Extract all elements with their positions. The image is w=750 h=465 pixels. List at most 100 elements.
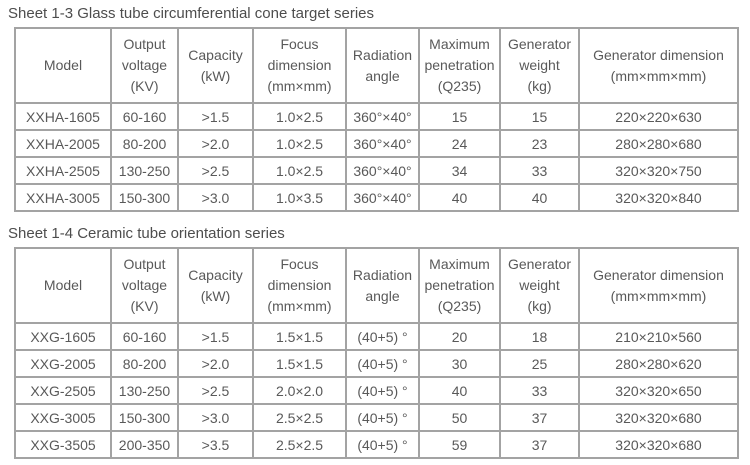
table-cell: 15 bbox=[499, 102, 580, 131]
table-cell: 40 bbox=[499, 183, 580, 212]
table-row: XXHA-1605 60-160 >1.5 1.0×2.5 360°×40° 15 15 22… bbox=[14, 102, 739, 131]
table-cell: >2.5 bbox=[177, 376, 254, 405]
table-cell: 2.5×2.5 bbox=[252, 403, 347, 432]
table-cell: 37 bbox=[499, 403, 580, 432]
table-cell: 1.0×3.5 bbox=[252, 183, 347, 212]
table-header-row: Model Output voltage (KV) Capacity (kW) … bbox=[14, 27, 739, 104]
table-row: XXG-2505 130-250 >2.5 2.0×2.0 (40+5) ° 40 33 32… bbox=[14, 376, 739, 405]
table-row: XXG-3005 150-300 >3.0 2.5×2.5 (40+5) ° 50 37 32… bbox=[14, 403, 739, 432]
table-cell: >3.5 bbox=[177, 430, 254, 459]
table-cell: >1.5 bbox=[177, 102, 254, 131]
table-cell: 80-200 bbox=[110, 129, 179, 158]
column-header-model: Model bbox=[14, 247, 112, 324]
column-header-generator-dimension: Generator dimension (mm×mm×mm) bbox=[578, 27, 739, 104]
table-cell: 210×210×560 bbox=[578, 322, 739, 351]
table-cell: >3.0 bbox=[177, 403, 254, 432]
table-cell: XXG-2005 bbox=[14, 349, 112, 378]
table-cell: 50 bbox=[418, 403, 501, 432]
page: { "colors": { "border": "#a3a3a3", "text… bbox=[0, 5, 750, 465]
table-row: XXHA-2505 130-250 >2.5 1.0×2.5 360°×40° 34 33 3… bbox=[14, 156, 739, 185]
glass-tube-spec-table: Model Output voltage (KV) Capacity (kW) … bbox=[14, 27, 739, 212]
table-cell: 360°×40° bbox=[345, 156, 420, 185]
table-cell: 1.0×2.5 bbox=[252, 102, 347, 131]
column-header-capacity: Capacity (kW) bbox=[177, 27, 254, 104]
table-cell: XXG-3505 bbox=[14, 430, 112, 459]
column-header-generator-weight: Generator weight (kg) bbox=[499, 247, 580, 324]
column-header-capacity: Capacity (kW) bbox=[177, 247, 254, 324]
column-header-output-voltage: Output voltage (KV) bbox=[110, 247, 179, 324]
table-cell: (40+5) ° bbox=[345, 322, 420, 351]
column-header-focus-dimension: Focus dimension (mm×mm) bbox=[252, 27, 347, 104]
table-cell: 1.5×1.5 bbox=[252, 349, 347, 378]
column-header-generator-weight: Generator weight (kg) bbox=[499, 27, 580, 104]
table-cell: 33 bbox=[499, 376, 580, 405]
table-cell: 320×320×650 bbox=[578, 376, 739, 405]
table-cell: XXG-3005 bbox=[14, 403, 112, 432]
table-cell: XXHA-3005 bbox=[14, 183, 112, 212]
table-cell: 59 bbox=[418, 430, 501, 459]
table-cell: 320×320×750 bbox=[578, 156, 739, 185]
table-row: XXHA-2005 80-200 >2.0 1.0×2.5 360°×40° 24 23 28… bbox=[14, 129, 739, 158]
table-cell: 2.0×2.0 bbox=[252, 376, 347, 405]
table-cell: 40 bbox=[418, 376, 501, 405]
table-cell: XXHA-2005 bbox=[14, 129, 112, 158]
table-cell: 15 bbox=[418, 102, 501, 131]
table-row: XXG-1605 60-160 >1.5 1.5×1.5 (40+5) ° 20 18 210… bbox=[14, 322, 739, 351]
table-cell: 80-200 bbox=[110, 349, 179, 378]
table-cell: 33 bbox=[499, 156, 580, 185]
table-cell: (40+5) ° bbox=[345, 403, 420, 432]
sheet-1-4-title: Sheet 1-4 Ceramic tube orientation serie… bbox=[8, 225, 285, 242]
table-cell: 34 bbox=[418, 156, 501, 185]
table-cell: 25 bbox=[499, 349, 580, 378]
sheet-1-3-title: Sheet 1-3 Glass tube circumferential con… bbox=[8, 5, 375, 22]
table-cell: >1.5 bbox=[177, 322, 254, 351]
table-cell: >3.0 bbox=[177, 183, 254, 212]
column-header-maximum-penetration: Maximum penetration (Q235) bbox=[418, 27, 501, 104]
table-cell: 40 bbox=[418, 183, 501, 212]
table-cell: 320×320×680 bbox=[578, 430, 739, 459]
table-cell: (40+5) ° bbox=[345, 349, 420, 378]
table-cell: (40+5) ° bbox=[345, 376, 420, 405]
column-header-radiation-angle: Radiation angle bbox=[345, 27, 420, 104]
table-body: XXHA-1605 60-160 >1.5 1.0×2.5 360°×40° 15 15 22… bbox=[14, 102, 739, 212]
column-header-focus-dimension: Focus dimension (mm×mm) bbox=[252, 247, 347, 324]
table-cell: 360°×40° bbox=[345, 102, 420, 131]
column-header-model: Model bbox=[14, 27, 112, 104]
column-header-radiation-angle: Radiation angle bbox=[345, 247, 420, 324]
table-cell: 200-350 bbox=[110, 430, 179, 459]
table-cell: 1.0×2.5 bbox=[252, 129, 347, 158]
table-cell: >2.0 bbox=[177, 129, 254, 158]
table-cell: 60-160 bbox=[110, 322, 179, 351]
ceramic-tube-spec-table: Model Output voltage (KV) Capacity (kW) … bbox=[14, 247, 739, 459]
table-cell: 360°×40° bbox=[345, 183, 420, 212]
table-cell: 130-250 bbox=[110, 156, 179, 185]
column-header-generator-dimension: Generator dimension (mm×mm×mm) bbox=[578, 247, 739, 324]
table-cell: 20 bbox=[418, 322, 501, 351]
table-cell: 1.5×1.5 bbox=[252, 322, 347, 351]
table-row: XXG-3505 200-350 >3.5 2.5×2.5 (40+5) ° 59 37 32… bbox=[14, 430, 739, 459]
table-cell: 280×280×680 bbox=[578, 129, 739, 158]
table-cell: 2.5×2.5 bbox=[252, 430, 347, 459]
table-cell: 150-300 bbox=[110, 403, 179, 432]
table-header-row: Model Output voltage (KV) Capacity (kW) … bbox=[14, 247, 739, 324]
column-header-maximum-penetration: Maximum penetration (Q235) bbox=[418, 247, 501, 324]
table-cell: >2.0 bbox=[177, 349, 254, 378]
table-cell: 320×320×840 bbox=[578, 183, 739, 212]
table-cell: 280×280×620 bbox=[578, 349, 739, 378]
sheet-1-3-section: Sheet 1-3 Glass tube circumferential con… bbox=[0, 5, 750, 212]
table-cell: >2.5 bbox=[177, 156, 254, 185]
table-cell: XXHA-1605 bbox=[14, 102, 112, 131]
table-cell: 60-160 bbox=[110, 102, 179, 131]
table-cell: 23 bbox=[499, 129, 580, 158]
sheet-1-4-section: Sheet 1-4 Ceramic tube orientation serie… bbox=[0, 225, 750, 459]
table-row: XXHA-3005 150-300 >3.0 1.0×3.5 360°×40° 40 40 3… bbox=[14, 183, 739, 212]
table-cell: XXG-2505 bbox=[14, 376, 112, 405]
table-body: XXG-1605 60-160 >1.5 1.5×1.5 (40+5) ° 20 18 210… bbox=[14, 322, 739, 459]
table-cell: 18 bbox=[499, 322, 580, 351]
table-cell: XXG-1605 bbox=[14, 322, 112, 351]
table-cell: XXHA-2505 bbox=[14, 156, 112, 185]
table-cell: 1.0×2.5 bbox=[252, 156, 347, 185]
table-cell: 360°×40° bbox=[345, 129, 420, 158]
table-cell: 320×320×680 bbox=[578, 403, 739, 432]
table-cell: 150-300 bbox=[110, 183, 179, 212]
